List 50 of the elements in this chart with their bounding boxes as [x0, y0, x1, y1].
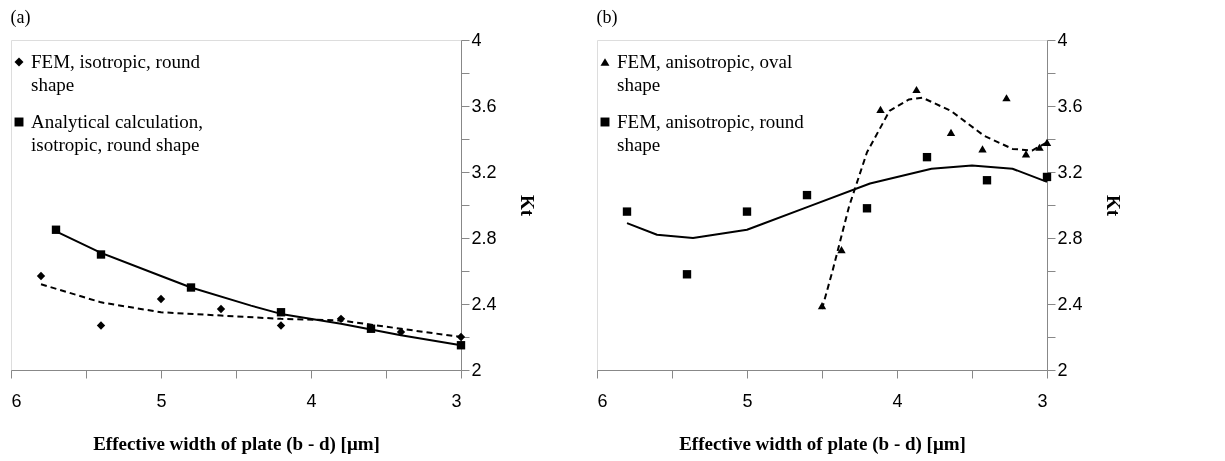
x-axis-title: Effective width of plate (b - d) [μm]: [93, 432, 380, 455]
x-tick-label: 6: [11, 390, 22, 411]
point: [96, 321, 106, 330]
x-tick-label: 6: [597, 390, 608, 411]
point: [216, 304, 226, 314]
point: [946, 128, 956, 137]
point: [742, 207, 752, 216]
y-tick-label: 2.8: [471, 227, 497, 248]
y-axis-title: Kt: [1102, 194, 1124, 217]
y-tick-label: 3.2: [1057, 161, 1083, 182]
x-tick-label: 3: [1037, 390, 1048, 411]
point: [276, 321, 286, 330]
x-tick-label: 4: [892, 390, 903, 411]
x-tick-label: 3: [451, 390, 462, 411]
legend-label: FEM, isotropic, round shape: [31, 51, 201, 95]
y-tick-label: 2.4: [471, 293, 497, 314]
y-tick-label: 2.4: [1057, 293, 1083, 314]
point: [682, 270, 692, 279]
point: [36, 271, 46, 281]
point: [982, 176, 992, 185]
y-tick-label: 4: [1057, 29, 1068, 50]
y-tick-label: 3.6: [471, 95, 497, 116]
legend-label: FEM, anisotropic, round shape: [617, 111, 805, 155]
point: [978, 145, 987, 153]
x-axis-title: Effective width of plate (b - d) [μm]: [679, 432, 966, 455]
point: [802, 190, 812, 200]
point: [862, 204, 872, 213]
x-tick-label: 5: [742, 390, 753, 411]
chart-title: (b): [596, 7, 618, 28]
point: [876, 105, 885, 113]
y-tick-label: 2: [1057, 359, 1068, 380]
x-tick-label: 5: [156, 390, 167, 411]
chart-title: (a): [10, 7, 31, 28]
point: [837, 245, 846, 254]
point: [912, 85, 921, 94]
legend-label: Analytical calculation, isotropic, round shape: [31, 111, 203, 155]
point: [1002, 94, 1011, 102]
y-tick-label: 4: [471, 29, 482, 50]
y-tick-label: 3.6: [1057, 95, 1083, 116]
y-tick-label: 3.2: [471, 161, 497, 182]
y-tick-label: 2.8: [1057, 227, 1083, 248]
legend-label: FEM, anisotropic, oval shape: [617, 51, 793, 95]
point: [1035, 143, 1044, 151]
point: [156, 294, 166, 304]
point: [456, 332, 466, 342]
point: [622, 207, 632, 216]
y-axis-title: Kt: [516, 194, 538, 217]
x-tick-label: 4: [306, 390, 317, 411]
y-tick-label: 2: [471, 359, 482, 380]
point: [922, 152, 932, 162]
